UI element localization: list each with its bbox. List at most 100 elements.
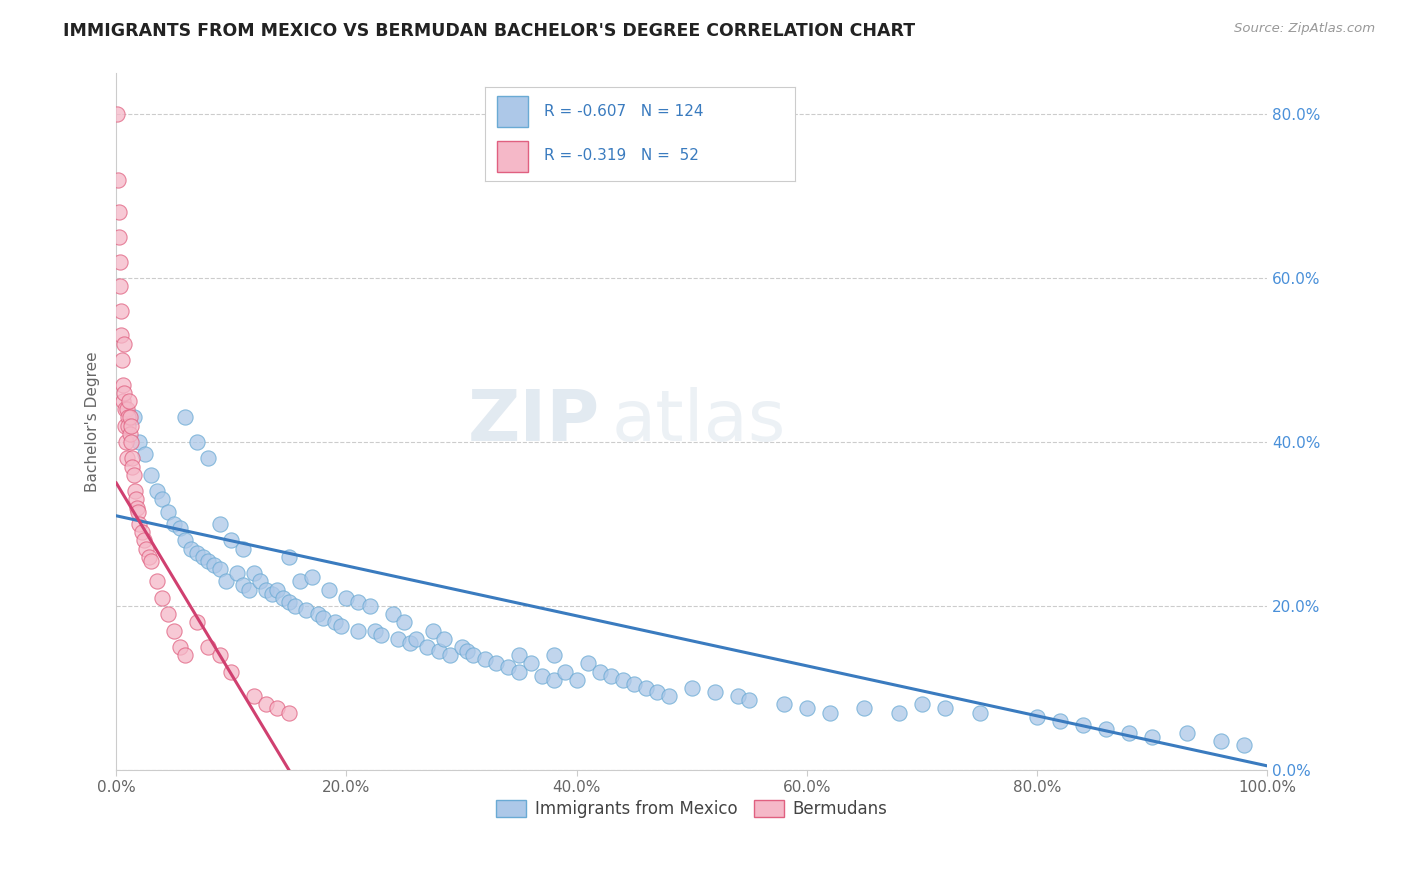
Text: IMMIGRANTS FROM MEXICO VS BERMUDAN BACHELOR'S DEGREE CORRELATION CHART: IMMIGRANTS FROM MEXICO VS BERMUDAN BACHE…	[63, 22, 915, 40]
Point	[254, 582, 277, 597]
Point	[221, 533, 243, 548]
Point	[120, 435, 142, 450]
Point	[307, 607, 329, 622]
Y-axis label: Bachelor's Degree: Bachelor's Degree	[86, 351, 100, 491]
Point	[120, 418, 142, 433]
Point	[387, 632, 409, 646]
Point	[600, 669, 623, 683]
Point	[347, 624, 370, 638]
Point	[118, 394, 141, 409]
Point	[115, 402, 138, 417]
Point	[221, 665, 243, 679]
Point	[107, 107, 129, 121]
Point	[1118, 726, 1140, 740]
Point	[125, 500, 148, 515]
Point	[1026, 709, 1049, 723]
Point	[115, 451, 138, 466]
Point	[120, 426, 142, 441]
Point	[1049, 714, 1071, 728]
Point	[108, 230, 131, 244]
Point	[312, 611, 335, 625]
Point	[157, 505, 180, 519]
Point	[150, 492, 173, 507]
Point	[508, 665, 530, 679]
Point	[238, 582, 260, 597]
Point	[508, 648, 530, 663]
Point	[576, 657, 599, 671]
Point	[232, 578, 254, 592]
Point	[496, 660, 519, 674]
Point	[277, 549, 299, 564]
Point	[370, 628, 392, 642]
Point	[634, 681, 657, 695]
Point	[645, 685, 668, 699]
Point	[364, 624, 387, 638]
Point	[117, 410, 139, 425]
Point	[114, 418, 136, 433]
Point	[243, 689, 266, 703]
Point	[114, 402, 136, 417]
Point	[139, 554, 162, 568]
Point	[174, 533, 197, 548]
Point	[266, 582, 288, 597]
Point	[208, 562, 231, 576]
Point	[727, 689, 749, 703]
Point	[773, 698, 796, 712]
Point	[186, 546, 208, 560]
Point	[738, 693, 761, 707]
Point	[191, 549, 214, 564]
Point	[197, 640, 219, 654]
Point	[658, 689, 681, 703]
Point	[118, 410, 141, 425]
Point	[124, 484, 146, 499]
Point	[232, 541, 254, 556]
Point	[485, 657, 508, 671]
Point	[110, 303, 132, 318]
Point	[163, 516, 186, 531]
Point	[589, 665, 612, 679]
Point	[277, 595, 299, 609]
Point	[329, 619, 352, 633]
Point	[186, 435, 208, 450]
Point	[1071, 718, 1094, 732]
Point	[277, 706, 299, 720]
Point	[818, 706, 841, 720]
Point	[271, 591, 294, 605]
Point	[197, 554, 219, 568]
Point	[260, 587, 283, 601]
Point	[107, 172, 129, 186]
Point	[422, 624, 444, 638]
Point	[226, 566, 249, 581]
Point	[1142, 730, 1164, 744]
Point	[703, 685, 725, 699]
Point	[295, 603, 318, 617]
Point	[392, 615, 415, 630]
Point	[125, 492, 148, 507]
Point	[853, 701, 876, 715]
Point	[450, 640, 472, 654]
Point	[128, 516, 150, 531]
Point	[115, 435, 138, 450]
Point	[145, 574, 167, 589]
Point	[543, 673, 565, 687]
Point	[519, 657, 541, 671]
Point	[681, 681, 703, 695]
Point	[128, 435, 150, 450]
Point	[180, 541, 202, 556]
Point	[439, 648, 461, 663]
Point	[969, 706, 991, 720]
Point	[887, 706, 910, 720]
Point	[290, 574, 312, 589]
Point	[398, 636, 420, 650]
Point	[112, 336, 135, 351]
Point	[208, 516, 231, 531]
Point	[796, 701, 818, 715]
Point	[934, 701, 956, 715]
Point	[318, 582, 340, 597]
Point	[427, 644, 450, 658]
Point	[301, 570, 323, 584]
Text: Source: ZipAtlas.com: Source: ZipAtlas.com	[1234, 22, 1375, 36]
Point	[554, 665, 576, 679]
Point	[381, 607, 404, 622]
Point	[127, 505, 149, 519]
